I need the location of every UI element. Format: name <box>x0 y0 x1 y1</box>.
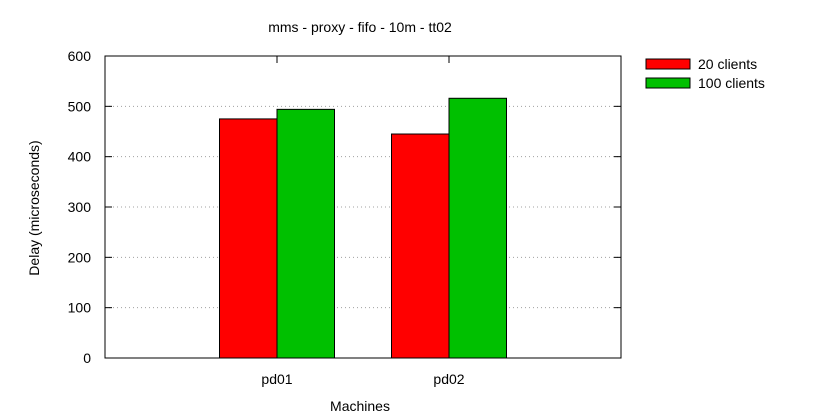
legend-label: 100 clients <box>698 75 765 91</box>
axes: 0 100 200 300 400 500 600 pd01 pd02 <box>68 48 622 387</box>
y-tick-label: 600 <box>68 48 92 64</box>
legend-swatch <box>645 58 691 70</box>
y-tick-label: 200 <box>68 249 92 265</box>
x-tick-label: pd01 <box>261 371 292 387</box>
plot-frame <box>104 55 622 359</box>
y-axis-label: Delay (microseconds) <box>26 140 42 275</box>
bar <box>219 118 278 359</box>
bar <box>276 108 335 359</box>
x-tick-label: pd02 <box>433 371 464 387</box>
y-tick-label: 100 <box>68 300 92 316</box>
x-axis-label: Machines <box>330 398 390 414</box>
legend-swatch <box>645 77 691 89</box>
y-tick-label: 500 <box>68 98 92 114</box>
y-tick-label: 300 <box>68 199 92 215</box>
legend-label: 20 clients <box>698 56 757 72</box>
bar <box>448 97 507 359</box>
chart-title: mms - proxy - fifo - 10m - tt02 <box>268 19 452 35</box>
bar <box>391 133 450 359</box>
y-tick-label: 0 <box>83 350 91 366</box>
y-tick-label: 400 <box>68 149 92 165</box>
legend: 20 clients 100 clients <box>645 56 765 91</box>
grid-lines <box>105 105 621 309</box>
bars <box>219 97 507 359</box>
